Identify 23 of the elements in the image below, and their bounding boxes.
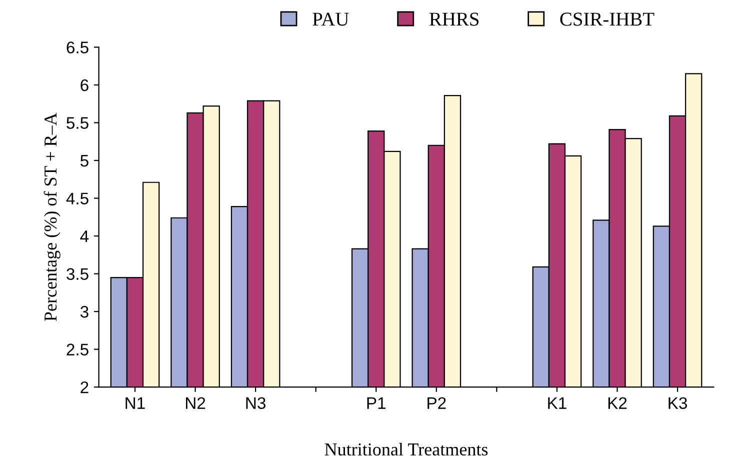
y-tick-label: 4 [80, 230, 89, 242]
x-tick-label: P2 [428, 397, 446, 409]
y-tick-label: 4.5 [66, 192, 88, 204]
y-tick-label: 3.5 [66, 268, 88, 280]
y-axis-title: Percentage (%) of ST + R–A [44, 112, 60, 322]
y-tick-label: 3 [80, 306, 88, 318]
legend-label: RHRS [429, 12, 479, 26]
legend-label: PAU [312, 12, 349, 26]
y-tick-label: 5.5 [66, 117, 88, 129]
x-tick-label: K1 [548, 397, 566, 409]
y-tick-label: 5 [80, 155, 88, 167]
y-tick-label: 2.5 [66, 344, 88, 356]
x-tick-label: K3 [668, 397, 687, 410]
y-tick-label: 6 [80, 79, 88, 92]
x-tick-label: N3 [246, 397, 266, 410]
x-axis-title: Nutritional Treatments [324, 442, 488, 456]
x-tick-label: N1 [126, 397, 145, 409]
x-tick-label: P1 [367, 397, 386, 409]
y-tick-label: 6.5 [66, 42, 88, 54]
y-tick-label: 2 [80, 381, 88, 394]
legend-label: CSIR-IHBT [560, 12, 654, 26]
x-tick-label: K2 [608, 397, 627, 409]
x-tick-label: N2 [186, 397, 206, 409]
